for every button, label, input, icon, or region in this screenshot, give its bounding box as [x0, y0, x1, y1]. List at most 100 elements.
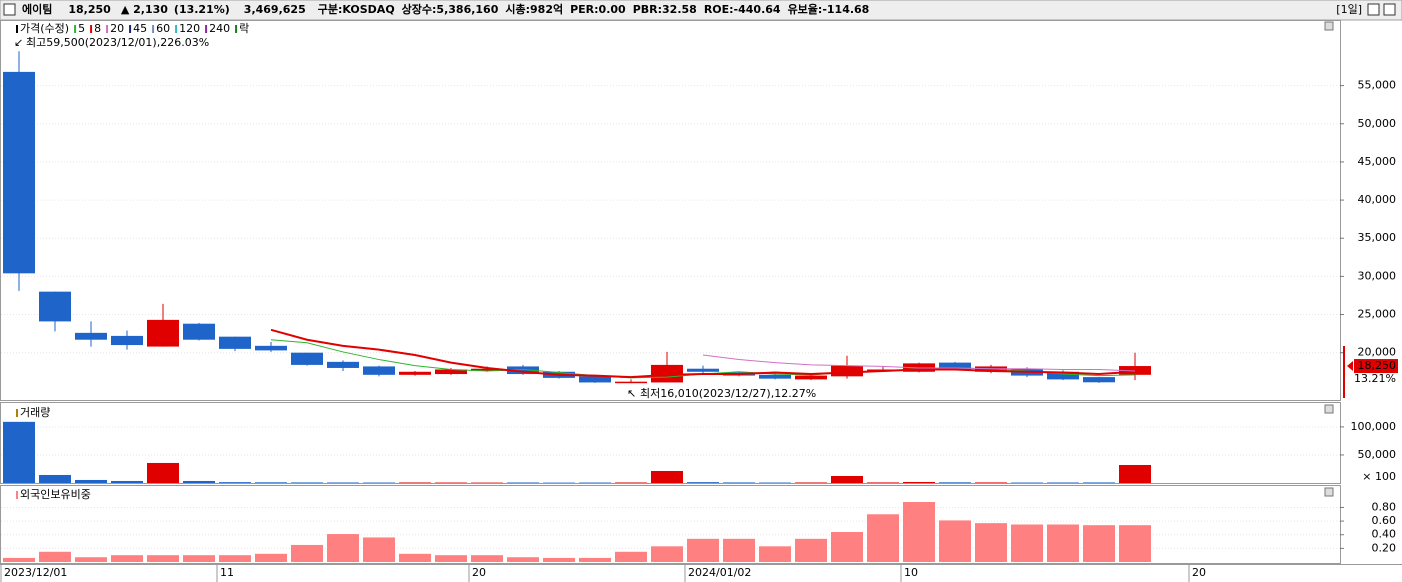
legend-label: 가격(수정) — [20, 22, 69, 35]
bar — [579, 557, 611, 562]
bar — [219, 555, 251, 562]
panel-title: 거래량 — [20, 406, 50, 419]
bar — [939, 520, 971, 562]
candle-body — [75, 332, 107, 340]
ownership-panel — [0, 485, 1341, 564]
bar — [795, 482, 827, 483]
bar — [291, 544, 323, 562]
y-tick-label: 0.20 — [1372, 541, 1397, 554]
stock-name: 에이팀 — [22, 2, 52, 16]
bar — [903, 502, 935, 562]
candle-body — [579, 376, 611, 383]
y-tick-label: 40,000 — [1358, 193, 1397, 206]
panel-button[interactable] — [1324, 21, 1334, 31]
x-tick-label: 2024/01/02 — [688, 566, 751, 579]
select-checkbox[interactable] — [3, 3, 16, 16]
annotation-arrow: ↖ — [627, 387, 636, 400]
legend-label: 60 — [156, 22, 170, 35]
price-change: ▲ 2,130 — [121, 3, 168, 16]
bar — [507, 557, 539, 562]
bar — [507, 482, 539, 483]
panel-button[interactable] — [1324, 404, 1334, 414]
bar — [831, 532, 863, 562]
minimize-button[interactable] — [1367, 3, 1380, 16]
candle-body — [219, 336, 251, 349]
legend-swatch — [152, 25, 155, 33]
candle-body — [759, 374, 791, 379]
trade-volume: 3,469,625 — [244, 3, 306, 16]
legend-label: 5 — [78, 22, 85, 35]
bar — [867, 482, 899, 483]
info-field: ROE:-440.64 — [704, 3, 781, 16]
bar — [219, 482, 251, 483]
info-field: 유보율:-114.68 — [788, 3, 870, 16]
bar — [1119, 464, 1151, 483]
legend-label: 120 — [179, 22, 200, 35]
annotation-arrow: ↙ — [14, 36, 23, 49]
candle-body — [147, 319, 179, 347]
bar — [183, 555, 215, 562]
bar — [975, 523, 1007, 562]
candle-body — [183, 323, 215, 340]
unit-label: × 100 — [1362, 470, 1396, 483]
moving-average-line — [270, 328, 1136, 379]
bar — [723, 538, 755, 562]
bar — [723, 482, 755, 483]
y-tick-label: 45,000 — [1358, 155, 1397, 168]
candle-body — [1083, 377, 1115, 383]
legend-swatch — [16, 409, 18, 417]
x-tick-label: 10 — [904, 566, 918, 579]
annotation: 최고59,500(2023/12/01),226.03% — [26, 36, 209, 49]
bar — [867, 514, 899, 562]
y-tick-label: 0.40 — [1372, 528, 1397, 541]
candle-body — [615, 381, 647, 384]
legend-swatch — [129, 25, 132, 33]
bar — [147, 462, 179, 483]
last-price-label: 18,250 — [1358, 359, 1397, 372]
y-tick-label: 0.60 — [1372, 514, 1397, 527]
candle-body — [399, 371, 431, 375]
info-field: 상장수:5,386,160 — [402, 2, 499, 16]
y-tick-label: 50,000 — [1358, 448, 1397, 461]
bar — [615, 551, 647, 562]
bar — [291, 482, 323, 483]
bar — [1083, 482, 1115, 483]
candle-body — [507, 366, 539, 375]
legend-label: 락 — [239, 22, 249, 35]
y-tick-label: 100,000 — [1351, 420, 1397, 433]
candle-body — [1047, 371, 1079, 380]
bar — [687, 482, 719, 483]
legend-swatch — [74, 25, 77, 33]
candle-body — [39, 291, 71, 322]
candle-body — [939, 362, 971, 370]
y-tick-label: 30,000 — [1358, 269, 1397, 282]
last-price-box — [1354, 359, 1398, 374]
bar — [651, 470, 683, 483]
candle-body — [687, 368, 719, 372]
panel-button[interactable] — [1324, 487, 1334, 497]
close-button[interactable] — [1383, 3, 1396, 16]
legend-label: 8 — [94, 22, 101, 35]
info-field: 구분:KOSDAQ — [318, 3, 395, 16]
bar — [939, 482, 971, 483]
bar — [1119, 525, 1151, 562]
candle-body — [327, 361, 359, 368]
price-panel — [0, 20, 1341, 401]
bar — [399, 553, 431, 562]
bar — [687, 538, 719, 562]
legend-swatch — [235, 25, 238, 33]
bar — [1083, 525, 1115, 562]
x-tick-label: 2023/12/01 — [4, 566, 67, 579]
bar — [3, 421, 35, 483]
legend-label: 45 — [133, 22, 147, 35]
legend-swatch — [90, 25, 93, 33]
last-price-pointer — [1347, 361, 1353, 372]
bar — [363, 537, 395, 562]
legend-swatch — [106, 25, 109, 33]
bar — [1047, 482, 1079, 483]
info-field: 시총:982억 — [505, 2, 563, 16]
bar — [651, 546, 683, 562]
bar — [903, 481, 935, 483]
price-change-pct: (13.21%) — [174, 3, 230, 16]
